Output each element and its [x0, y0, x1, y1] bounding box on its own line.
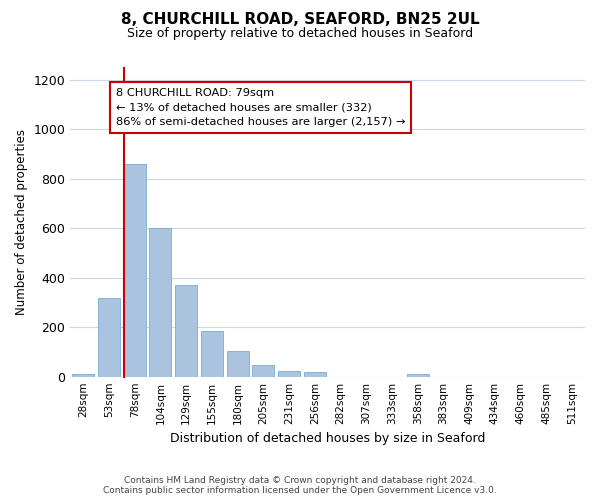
- Bar: [175, 285, 197, 376]
- Y-axis label: Number of detached properties: Number of detached properties: [15, 129, 28, 315]
- Bar: [201, 331, 223, 376]
- Bar: [149, 228, 172, 376]
- Bar: [304, 372, 326, 376]
- Bar: [227, 350, 248, 376]
- Text: 8 CHURCHILL ROAD: 79sqm
← 13% of detached houses are smaller (332)
86% of semi-d: 8 CHURCHILL ROAD: 79sqm ← 13% of detache…: [116, 88, 406, 127]
- Text: Contains HM Land Registry data © Crown copyright and database right 2024.
Contai: Contains HM Land Registry data © Crown c…: [103, 476, 497, 495]
- Bar: [253, 365, 274, 376]
- Bar: [72, 374, 94, 376]
- Bar: [98, 298, 120, 376]
- Bar: [124, 164, 146, 376]
- Bar: [278, 371, 300, 376]
- Text: 8, CHURCHILL ROAD, SEAFORD, BN25 2UL: 8, CHURCHILL ROAD, SEAFORD, BN25 2UL: [121, 12, 479, 28]
- Bar: [407, 374, 428, 376]
- X-axis label: Distribution of detached houses by size in Seaford: Distribution of detached houses by size …: [170, 432, 485, 445]
- Text: Size of property relative to detached houses in Seaford: Size of property relative to detached ho…: [127, 28, 473, 40]
